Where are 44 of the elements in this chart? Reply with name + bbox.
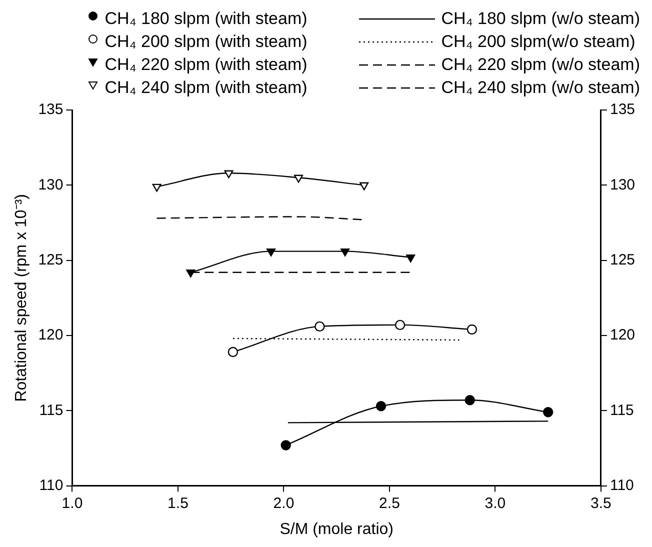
point <box>376 401 386 412</box>
x-tick-label: 2.5 <box>379 494 400 512</box>
y-axis-title: Rotational speed (rpm x 10⁻³) <box>13 194 30 402</box>
legend-label: CH₄ 180 slpm (with steam) <box>104 8 308 28</box>
point <box>314 321 325 332</box>
legend-label: CH₄ 200 slpm (with steam) <box>104 32 308 52</box>
legend-label: CH₄ 240 slpm (with steam) <box>104 78 308 98</box>
x-tick-label: 3.0 <box>484 494 506 512</box>
y-tick-label: 130 <box>38 176 64 194</box>
point <box>360 182 369 190</box>
point <box>464 395 475 406</box>
point <box>294 174 304 183</box>
y-tick-label: 125 <box>38 251 64 268</box>
point <box>340 248 350 256</box>
point <box>152 184 162 192</box>
legend-label: CH₄ 180 slpm (w/o steam) <box>441 8 640 28</box>
legend-label: CH₄ 220 slpm (w/o steam) <box>441 54 640 74</box>
point <box>406 254 416 262</box>
y-tick-label: 135 <box>38 101 64 118</box>
legend-label: CH₄ 240 slpm (w/o steam) <box>441 78 640 98</box>
point <box>543 407 554 418</box>
point <box>280 440 291 450</box>
y2-tick-label: 115 <box>610 402 634 419</box>
x-tick-label: 3.5 <box>590 494 612 512</box>
point <box>228 346 238 358</box>
y2-tick-label: 120 <box>610 326 636 344</box>
x-tick-label: 2.0 <box>273 494 294 512</box>
point <box>224 170 234 178</box>
y-tick-label: 115 <box>39 402 64 419</box>
x-tick-label: 1.0 <box>62 494 83 512</box>
y2-tick-label: 125 <box>610 251 636 268</box>
y2-tick-label: 135 <box>610 101 636 118</box>
y2-tick-label: 110 <box>610 476 634 494</box>
legend-label: CH₄ 200 slpm(w/o steam) <box>441 32 636 52</box>
y2-tick-label: 130 <box>610 176 636 194</box>
x-tick-label: 1.5 <box>168 494 188 512</box>
legend-label: CH₄ 220 slpm (with steam) <box>104 54 308 74</box>
y-tick-label: 110 <box>39 476 64 494</box>
point <box>466 324 478 335</box>
y-tick-label: 120 <box>38 326 64 344</box>
point <box>266 248 276 256</box>
point <box>394 320 406 330</box>
x-axis-title: S/M (mole ratio) <box>280 520 394 538</box>
point <box>186 269 196 278</box>
